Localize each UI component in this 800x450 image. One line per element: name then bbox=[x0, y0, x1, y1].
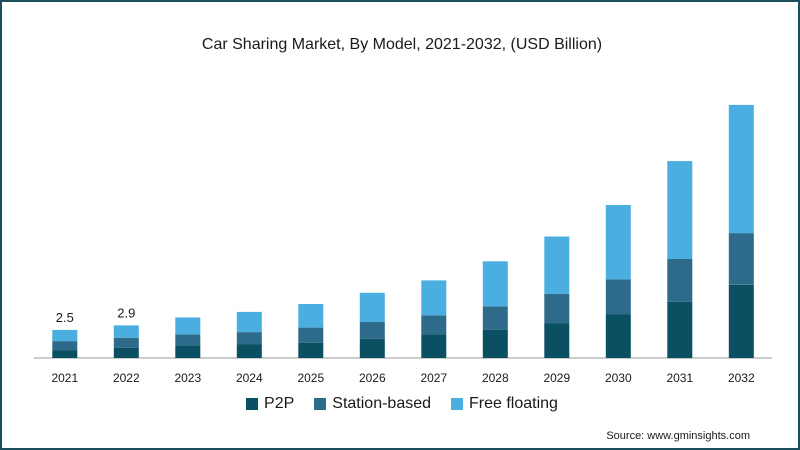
bar-segment-free-floating-2023 bbox=[175, 317, 201, 335]
bar-segment-station-based-2022 bbox=[113, 337, 139, 348]
bar-segment-p2p-2021 bbox=[52, 350, 78, 358]
bar-segment-station-based-2031 bbox=[667, 259, 693, 302]
bar-segment-p2p-2023 bbox=[175, 345, 201, 358]
x-tick-label: 2027 bbox=[420, 371, 447, 385]
legend-item-p2p: P2P bbox=[246, 395, 294, 413]
bar-segment-p2p-2028 bbox=[482, 329, 508, 358]
x-tick-label: 2023 bbox=[174, 371, 201, 385]
x-tick-label: 2026 bbox=[359, 371, 386, 385]
bar-segment-p2p-2026 bbox=[359, 338, 385, 358]
legend-item-free-floating: Free floating bbox=[451, 395, 558, 413]
bar-segment-p2p-2031 bbox=[667, 301, 693, 359]
legend-label: Station-based bbox=[332, 395, 432, 412]
bar-segment-p2p-2027 bbox=[421, 334, 447, 358]
bar-segment-p2p-2022 bbox=[113, 347, 139, 358]
legend-label: Free floating bbox=[469, 395, 558, 412]
bar-segment-free-floating-2027 bbox=[421, 280, 447, 316]
bar-segment-p2p-2032 bbox=[728, 284, 754, 358]
bar-segment-free-floating-2030 bbox=[605, 205, 631, 280]
bar-segment-station-based-2024 bbox=[236, 332, 262, 345]
bar-segment-free-floating-2028 bbox=[482, 261, 508, 307]
bar-segment-p2p-2025 bbox=[298, 342, 324, 358]
x-tick-label: 2030 bbox=[605, 371, 632, 385]
legend-swatch bbox=[246, 398, 259, 410]
legend-swatch bbox=[314, 398, 327, 410]
bar-segment-free-floating-2029 bbox=[544, 236, 570, 294]
bar-segment-station-based-2032 bbox=[728, 233, 754, 285]
x-tick-label: 2021 bbox=[51, 371, 78, 385]
chart-legend: P2P Station-based Free floating bbox=[2, 395, 800, 413]
legend-swatch bbox=[451, 398, 464, 410]
bar-segment-free-floating-2031 bbox=[667, 161, 693, 259]
legend-label: P2P bbox=[264, 395, 295, 412]
bar-segment-station-based-2026 bbox=[359, 322, 385, 339]
bar-segment-station-based-2025 bbox=[298, 327, 324, 343]
bar-segment-p2p-2024 bbox=[236, 344, 262, 358]
x-tick-label: 2024 bbox=[236, 371, 263, 385]
legend-item-station-based: Station-based bbox=[314, 395, 431, 413]
x-tick-label: 2028 bbox=[482, 371, 509, 385]
data-label-2021: 2.5 bbox=[56, 310, 74, 325]
bar-segment-free-floating-2024 bbox=[236, 311, 262, 333]
x-tick-label: 2031 bbox=[666, 371, 693, 385]
bar-segment-station-based-2030 bbox=[605, 279, 631, 315]
bar-segment-free-floating-2021 bbox=[52, 329, 78, 342]
bar-segment-station-based-2029 bbox=[544, 293, 570, 324]
data-label-2022: 2.9 bbox=[117, 305, 135, 320]
bar-segment-free-floating-2032 bbox=[728, 104, 754, 234]
bar-segment-free-floating-2022 bbox=[113, 325, 139, 338]
source-note: Source: www.gminsights.com bbox=[606, 430, 750, 442]
x-tick-label: 2022 bbox=[113, 371, 140, 385]
x-tick-label: 2032 bbox=[728, 371, 755, 385]
bar-segment-station-based-2023 bbox=[175, 334, 201, 346]
chart-title: Car Sharing Market, By Model, 2021-2032,… bbox=[201, 36, 603, 53]
bar-segment-p2p-2029 bbox=[544, 323, 570, 358]
bar-segment-station-based-2028 bbox=[482, 306, 508, 330]
bar-segment-p2p-2030 bbox=[605, 314, 631, 358]
x-tick-label: 2025 bbox=[297, 371, 324, 385]
bar-segment-free-floating-2026 bbox=[359, 292, 385, 323]
bar-segment-free-floating-2025 bbox=[298, 304, 324, 328]
x-tick-label: 2029 bbox=[543, 371, 570, 385]
bar-segment-station-based-2027 bbox=[421, 315, 447, 335]
bar-segment-station-based-2021 bbox=[52, 341, 78, 351]
